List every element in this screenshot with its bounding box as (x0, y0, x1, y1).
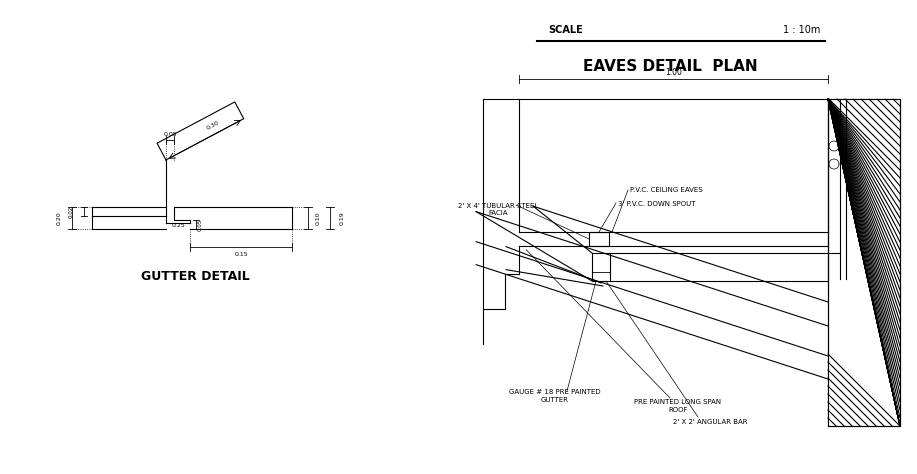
Text: 0.25: 0.25 (171, 222, 185, 228)
Text: EAVES DETAIL  PLAN: EAVES DETAIL PLAN (582, 58, 757, 73)
Bar (589, 232, 609, 246)
Text: 0.19: 0.19 (340, 211, 345, 225)
Text: 3' P.V.C. DOWN SPOUT: 3' P.V.C. DOWN SPOUT (618, 201, 695, 207)
Text: GUTTER DETAIL: GUTTER DETAIL (140, 270, 249, 283)
Text: GAUGE # 18 PRE PAINTED
GUTTER: GAUGE # 18 PRE PAINTED GUTTER (509, 390, 601, 402)
Text: 2' X 4' TUBULAR STEEL
FACIA: 2' X 4' TUBULAR STEEL FACIA (458, 202, 538, 216)
Bar (592, 253, 610, 281)
Text: 0.30: 0.30 (205, 120, 220, 131)
Text: PRE PAINTED LONG SPAN
ROOF: PRE PAINTED LONG SPAN ROOF (635, 400, 722, 412)
Text: 0.10: 0.10 (316, 211, 321, 225)
Text: 0.05: 0.05 (198, 219, 203, 231)
Text: 0.02: 0.02 (69, 205, 74, 218)
Text: P.V.C. CEILING EAVES: P.V.C. CEILING EAVES (630, 187, 702, 193)
Text: 0.20: 0.20 (57, 211, 62, 225)
Text: 2' X 2' ANGULAR BAR: 2' X 2' ANGULAR BAR (673, 419, 747, 425)
Text: 1.00: 1.00 (665, 67, 682, 76)
Bar (828, 99, 900, 426)
Text: SCALE: SCALE (548, 25, 582, 35)
Text: 0.05: 0.05 (163, 131, 177, 137)
Text: 0.15: 0.15 (234, 252, 248, 256)
Text: 1 : 10m: 1 : 10m (782, 25, 820, 35)
